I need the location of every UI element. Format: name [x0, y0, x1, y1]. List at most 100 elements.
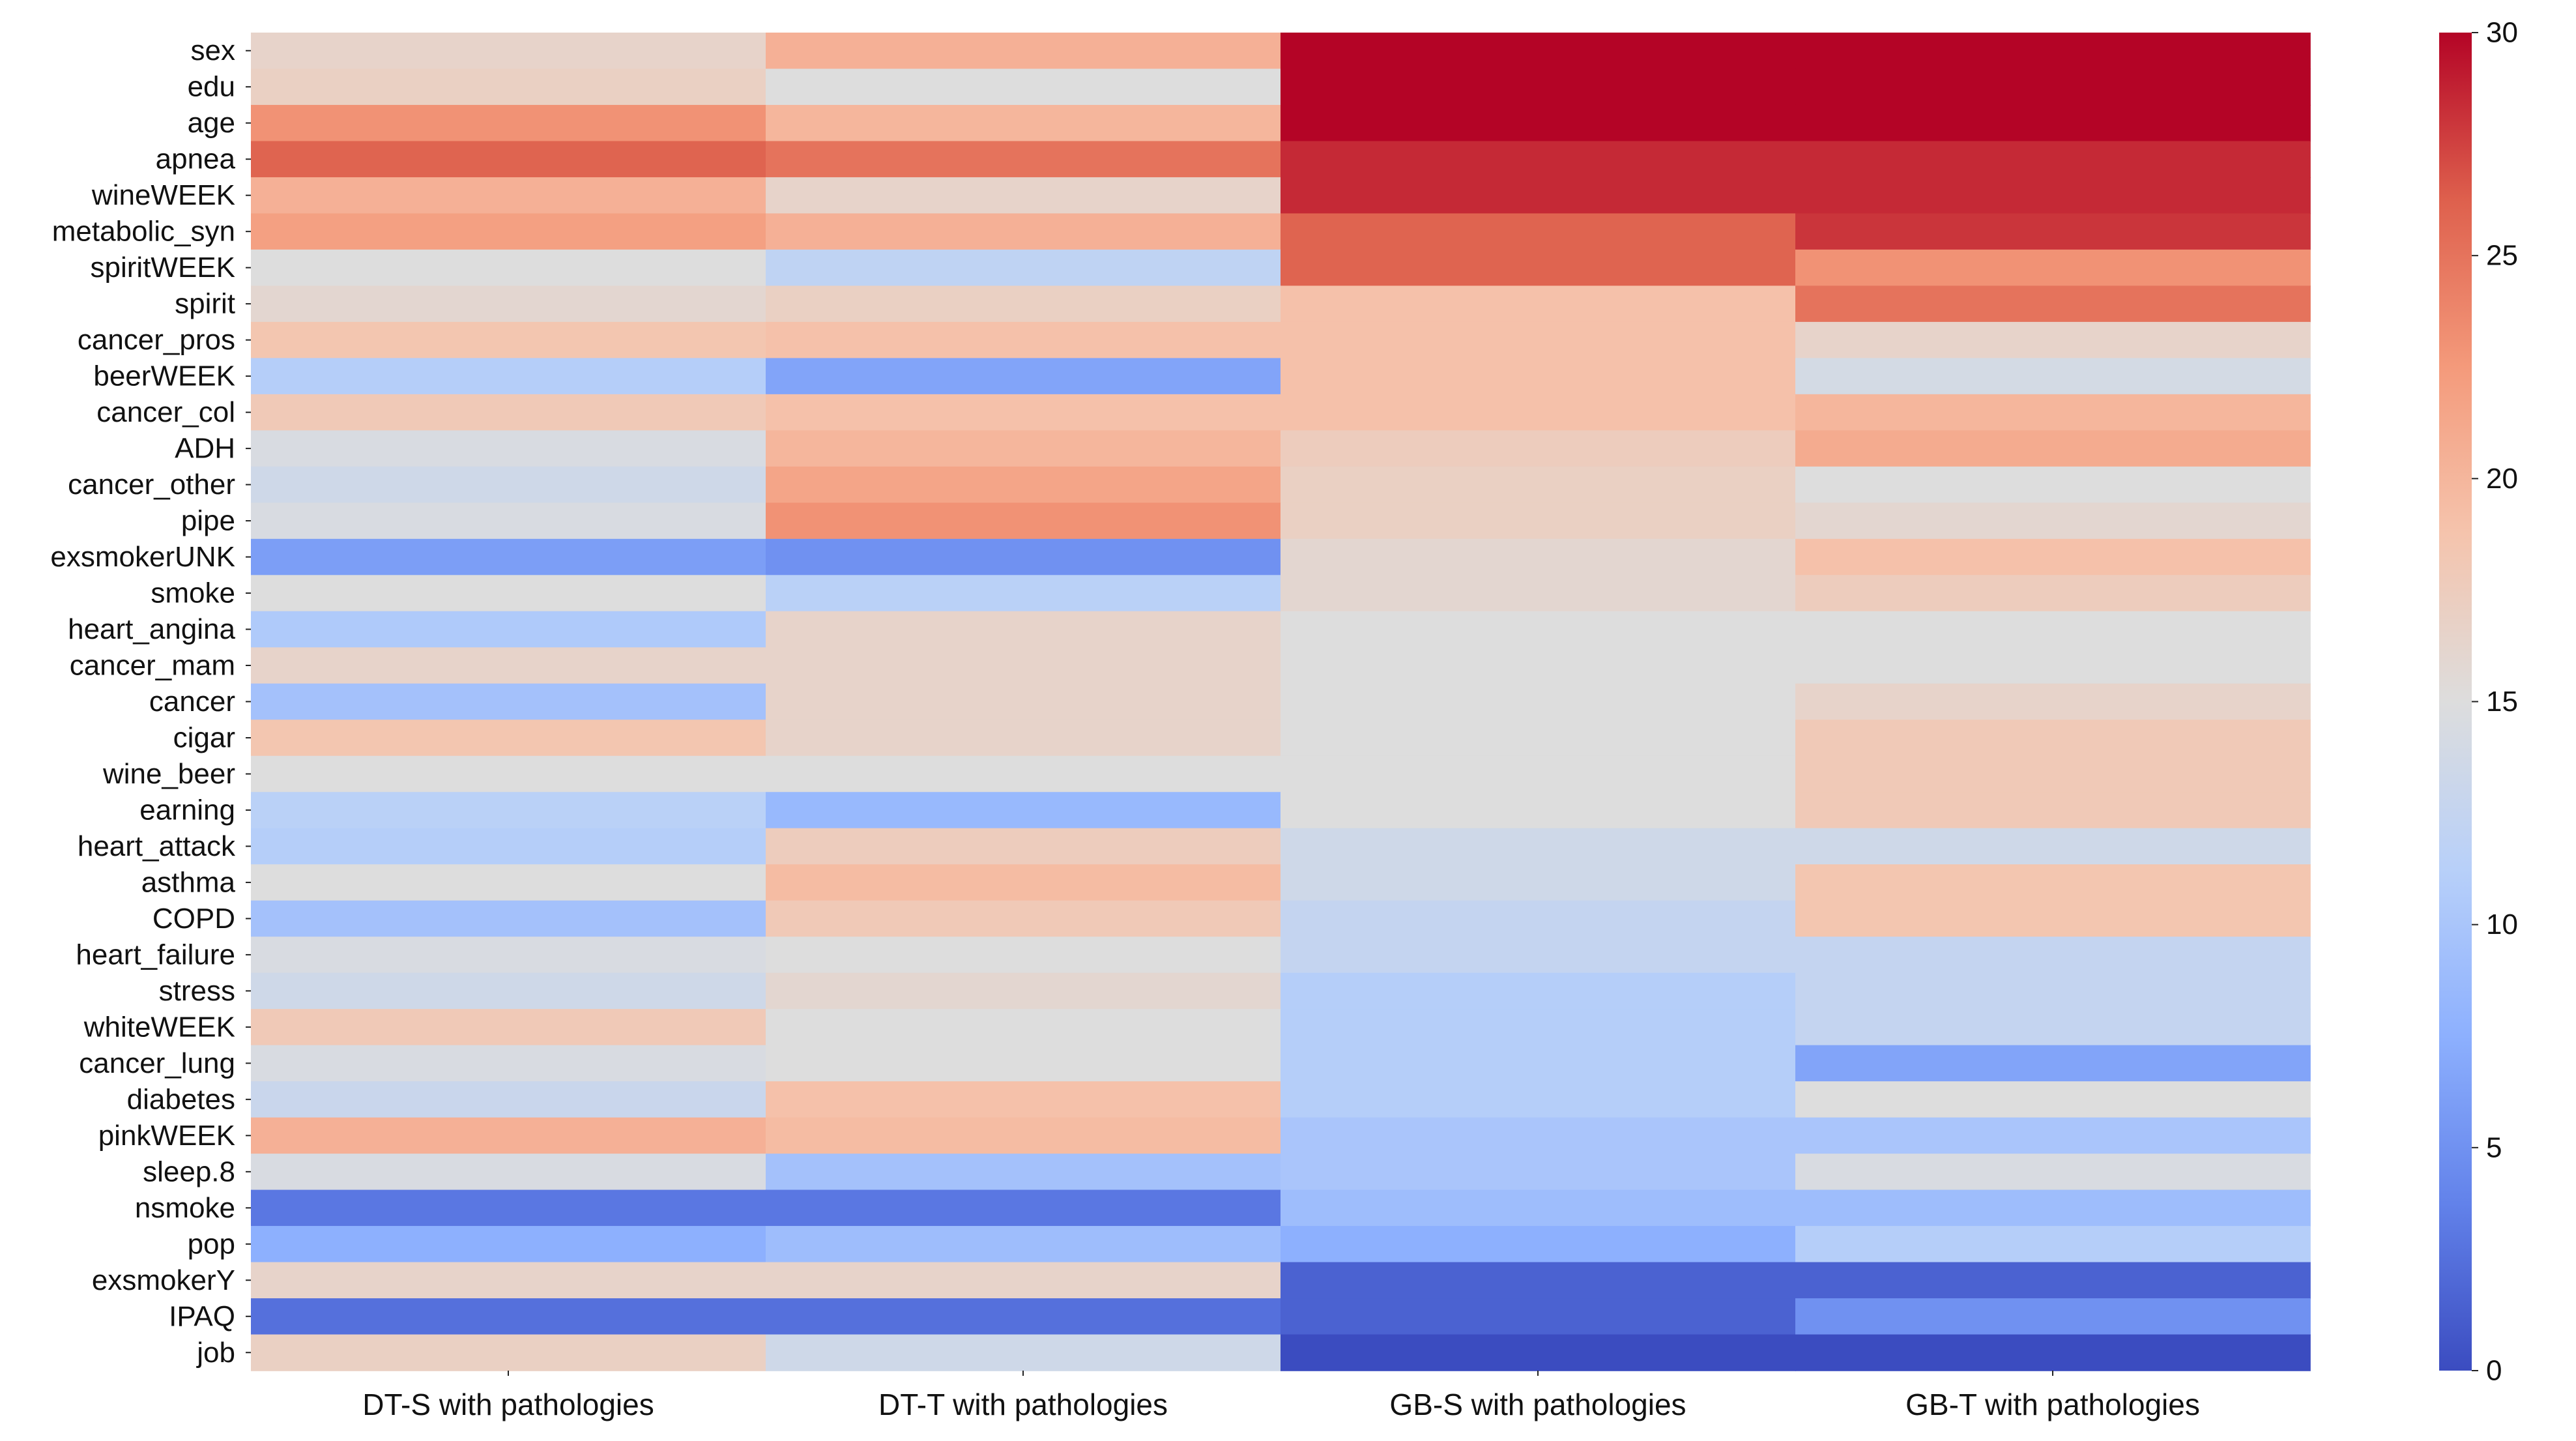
heatmap-cell — [251, 1262, 766, 1299]
heatmap-cell — [766, 466, 1281, 504]
heatmap-cell — [1281, 1334, 1796, 1371]
heatmap-cell — [766, 937, 1281, 974]
heatmap-cell — [1795, 68, 2311, 106]
row-label: heart_failure — [76, 939, 235, 970]
heatmap-cell — [251, 285, 766, 323]
heatmap-cell — [251, 141, 766, 178]
heatmap-cell — [1281, 104, 1796, 142]
heatmap-cell — [1795, 394, 2311, 431]
heatmap-cell — [251, 647, 766, 684]
column-label: GB-T with pathologies — [1905, 1388, 2200, 1421]
row-label: ADH — [175, 433, 235, 465]
heatmap-cell — [1281, 647, 1796, 684]
heatmap-cell — [766, 1226, 1281, 1263]
heatmap-cell — [1795, 1226, 2311, 1263]
heatmap-cell — [1281, 755, 1796, 793]
heatmap-cell — [766, 1009, 1281, 1046]
heatmap-cell — [1281, 394, 1796, 431]
heatmap-cell — [251, 720, 766, 757]
heatmap-cell — [1795, 1045, 2311, 1082]
heatmap-cell — [251, 502, 766, 540]
heatmap-cell — [1281, 720, 1796, 757]
colorbar-tick-label: 15 — [2486, 686, 2518, 718]
heatmap-cell — [1281, 937, 1796, 974]
heatmap-cell — [766, 104, 1281, 142]
heatmap-cell — [1281, 1117, 1796, 1154]
heatmap-cell — [1281, 1189, 1796, 1227]
heatmap-cell — [766, 1045, 1281, 1082]
heatmap-cell — [251, 900, 766, 937]
heatmap-cell — [766, 647, 1281, 684]
row-label: wineWEEK — [91, 179, 235, 211]
heatmap-cell — [766, 1081, 1281, 1118]
heatmap-cell — [766, 720, 1281, 757]
row-label: exsmokerY — [92, 1264, 235, 1296]
heatmap-cell — [251, 538, 766, 576]
colorbar-tick-label: 0 — [2486, 1355, 2502, 1387]
heatmap-cell — [1281, 1262, 1796, 1299]
column-labels: DT-S with pathologies DT-T with pathologi… — [362, 1371, 2200, 1421]
heatmap-cell — [1795, 358, 2311, 395]
heatmap-cell — [1795, 972, 2311, 1010]
heatmap-cell — [251, 177, 766, 214]
colorbar-tick-label: 20 — [2486, 463, 2518, 495]
row-labels: sex edu age apnea wineWEEK metabolic_synspiri… — [50, 35, 251, 1369]
heatmap-cell — [251, 33, 766, 70]
heatmap-cell — [251, 1117, 766, 1154]
heatmap-cell — [766, 864, 1281, 901]
row-label: spiritWEEK — [91, 252, 235, 284]
heatmap-cell — [251, 1154, 766, 1191]
row-label: nsmoke — [135, 1192, 235, 1224]
heatmap-cell — [766, 249, 1281, 287]
heatmap-cell — [1281, 285, 1796, 323]
heatmap-cell — [1795, 1334, 2311, 1371]
heatmap-cell — [766, 538, 1281, 576]
heatmap-cell — [766, 141, 1281, 178]
row-label: cancer_other — [68, 469, 235, 501]
column-label: DT-S with pathologies — [362, 1388, 654, 1421]
heatmap-cell — [1281, 900, 1796, 937]
colorbar-ticks: 0 5 10 15 20 25 30 — [2472, 17, 2518, 1387]
row-label: wine_beer — [102, 758, 235, 790]
heatmap-cell — [766, 1189, 1281, 1227]
heatmap-cell — [1795, 611, 2311, 648]
heatmap-cell — [251, 430, 766, 467]
heatmap-cell — [251, 466, 766, 504]
row-label: exsmokerUNK — [50, 541, 235, 573]
heatmap-cell — [766, 900, 1281, 937]
heatmap-cell — [766, 683, 1281, 721]
row-label: sex — [191, 35, 235, 66]
heatmap-cell — [1281, 1154, 1796, 1191]
row-label: job — [195, 1337, 235, 1369]
heatmap-cell — [1281, 611, 1796, 648]
row-label: cigar — [173, 721, 235, 753]
heatmap-cell — [1795, 466, 2311, 504]
heatmap-cell — [766, 285, 1281, 323]
row-label: COPD — [152, 903, 235, 935]
row-label: beerWEEK — [93, 360, 235, 392]
heatmap-cell — [251, 1009, 766, 1046]
heatmap-cell — [766, 358, 1281, 395]
heatmap-cell — [766, 611, 1281, 648]
heatmap-cell — [766, 177, 1281, 214]
heatmap-cell — [766, 68, 1281, 106]
row-label: cancer_mam — [70, 650, 235, 682]
heatmap-cell — [251, 213, 766, 250]
row-label: spirit — [175, 288, 235, 320]
row-label: asthma — [141, 866, 236, 898]
heatmap-cell — [1795, 1081, 2311, 1118]
colorbar-tick-label: 10 — [2486, 909, 2518, 940]
heatmap-cell — [766, 213, 1281, 250]
heatmap-cell — [251, 1081, 766, 1118]
heatmap-cell — [1281, 33, 1796, 70]
heatmap-cell — [1281, 213, 1796, 250]
heatmap-cell — [251, 358, 766, 395]
heatmap-cell — [1795, 755, 2311, 793]
heatmap-cell — [766, 33, 1281, 70]
heatmap-cell — [251, 575, 766, 612]
heatmap-cell — [1281, 538, 1796, 576]
row-label: IPAQ — [169, 1300, 235, 1332]
colorbar: 0 5 10 15 20 25 30 — [2439, 17, 2518, 1387]
heatmap-cell — [1281, 575, 1796, 612]
row-label: cancer — [149, 686, 235, 718]
